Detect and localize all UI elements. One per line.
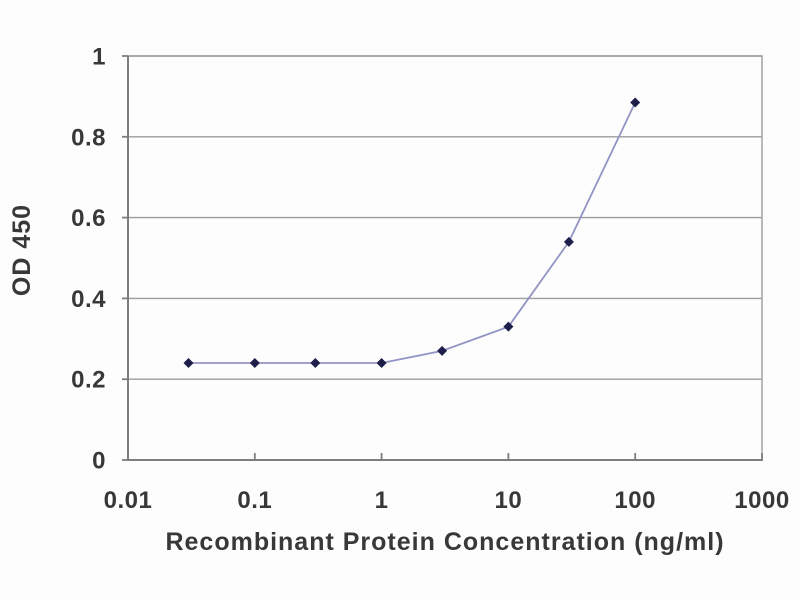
axis-ticks — [122, 55, 763, 461]
data-point-1ng — [376, 358, 387, 369]
y-axis-title: OD 450 — [8, 204, 36, 296]
data-point-markers — [183, 97, 641, 369]
data-series-line — [188, 102, 637, 364]
y-tick-label-0.4: 0.4 — [71, 286, 106, 313]
x-axis-title: Recombinant Protein Concentration (ng/ml… — [165, 528, 724, 556]
x-tick-label-0.01: 0.01 — [104, 487, 153, 514]
x-tick-label-10: 10 — [495, 487, 523, 514]
data-point-0.1ng — [249, 358, 260, 369]
x-tick-label-100: 100 — [614, 487, 656, 514]
data-point-3ng — [437, 345, 448, 356]
y-tick-label-0.2: 0.2 — [71, 367, 106, 394]
data-point-30ng — [563, 236, 574, 247]
x-tick-label-0.1: 0.1 — [237, 487, 272, 514]
plot-area-border — [127, 55, 763, 461]
gridlines — [128, 55, 762, 380]
axis-tick-labels: 0 0.2 0.4 0.6 0.8 1 0.01 0.1 1 10 100 1000 — [71, 44, 789, 515]
data-point-0.3ng — [310, 358, 321, 369]
data-point-10ng — [503, 321, 514, 332]
data-point-100ng — [630, 97, 641, 108]
x-tick-label-1: 1 — [375, 487, 389, 514]
y-tick-label-0.8: 0.8 — [71, 124, 106, 151]
x-tick-label-1000: 1000 — [734, 487, 789, 514]
y-tick-label-0.6: 0.6 — [71, 205, 106, 232]
axis-lines — [127, 56, 762, 461]
y-tick-label-0: 0 — [92, 448, 106, 475]
data-point-0.03ng — [183, 358, 194, 369]
y-tick-label-1: 1 — [92, 44, 106, 71]
